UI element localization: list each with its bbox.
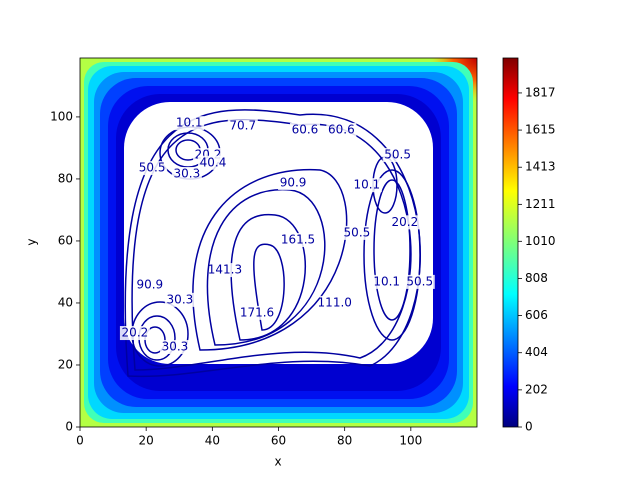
y-tick-label: 100 [50, 109, 73, 123]
y-tick-label: 20 [58, 357, 73, 371]
colorbar-tick-label: 404 [525, 345, 548, 359]
contour-label-bg [382, 148, 413, 163]
contour-label: 50.5 [344, 225, 371, 239]
colorbar-tick-label: 0 [525, 420, 533, 434]
contour-label: 10.1 [353, 178, 380, 192]
y-tick-label: 80 [58, 171, 73, 185]
contour-label: 141.3 [208, 263, 242, 277]
field [80, 58, 477, 427]
contour-label-bg [159, 339, 190, 354]
contour-label-bg [174, 116, 205, 131]
y-tick-label: 0 [65, 420, 73, 434]
contour-label: 30.3 [173, 166, 200, 180]
contour-label: 90.9 [136, 277, 163, 291]
contour-label: 20.2 [122, 326, 149, 340]
x-axis-label: x [274, 455, 281, 469]
contour-label-bg [278, 175, 309, 190]
y-tick-label: 60 [58, 233, 73, 247]
contour-label-bg [371, 274, 402, 289]
y-tick-label: 40 [58, 295, 73, 309]
colorbar-tick-label: 808 [525, 271, 548, 285]
ticks-and-labels: 0 20 40 60 80 100 0 20 40 60 80 100 0 202 404 606 808 101… [50, 85, 555, 447]
contour-label: 10.1 [176, 116, 203, 130]
colorbar-tick-label: 1211 [525, 197, 556, 211]
x-tick-label: 40 [205, 434, 220, 448]
contour-label: 10.1 [373, 274, 400, 288]
colorbar [502, 57, 519, 428]
colorbar-tick-label: 1615 [525, 123, 556, 137]
x-tick-label: 100 [399, 434, 422, 448]
colorbar-tick-label: 202 [525, 382, 548, 396]
colorbar-tick-label: 606 [525, 308, 548, 322]
contour-label: 161.5 [281, 233, 315, 247]
colorbar-tick-label: 1413 [525, 160, 556, 174]
contour-label-bg [351, 178, 382, 193]
colorbar-tick-label: 1010 [525, 234, 556, 248]
contour-label-bg [164, 292, 195, 307]
contour-label: 50.5 [139, 161, 166, 175]
x-tick-label: 60 [271, 434, 286, 448]
contour-label-bg [227, 119, 258, 134]
contour-label: 60.6 [328, 122, 355, 136]
contour-label: 30.3 [162, 339, 189, 353]
x-tick-label: 20 [139, 434, 154, 448]
contour-label: 40.4 [200, 155, 227, 169]
contour-label-bg [404, 274, 435, 289]
contour-label-bg [326, 122, 357, 137]
contour-label-bg [341, 225, 372, 240]
contour-label-bg [197, 155, 228, 170]
contour-label: 70.7 [229, 119, 256, 133]
y-axis-label: y [25, 238, 39, 245]
contour-label-bg [171, 166, 202, 181]
contour-label: 20.2 [392, 215, 419, 229]
contour-label-bg [319, 295, 350, 310]
contour-label-bg [209, 263, 240, 278]
contour-label: 60.6 [292, 122, 319, 136]
contour-label-bg [283, 233, 314, 248]
colorbar-tick-label: 1817 [525, 85, 556, 99]
contour-label: 171.6 [240, 305, 274, 319]
contour-label-bg [389, 215, 420, 230]
contour-label: 90.9 [280, 175, 307, 189]
contour-label-bg [289, 122, 320, 137]
x-tick-label: 80 [337, 434, 352, 448]
contour-label: 111.0 [318, 295, 352, 309]
contour-label: 30.3 [167, 292, 194, 306]
contour-label-bg [137, 161, 168, 176]
contour-label: 50.5 [384, 148, 411, 162]
contour-label-bg [241, 305, 272, 320]
x-tick-label: 0 [76, 434, 84, 448]
contour-label-bg [134, 277, 165, 292]
contour-label: 50.5 [406, 274, 433, 288]
contour-label-bg [119, 326, 150, 341]
